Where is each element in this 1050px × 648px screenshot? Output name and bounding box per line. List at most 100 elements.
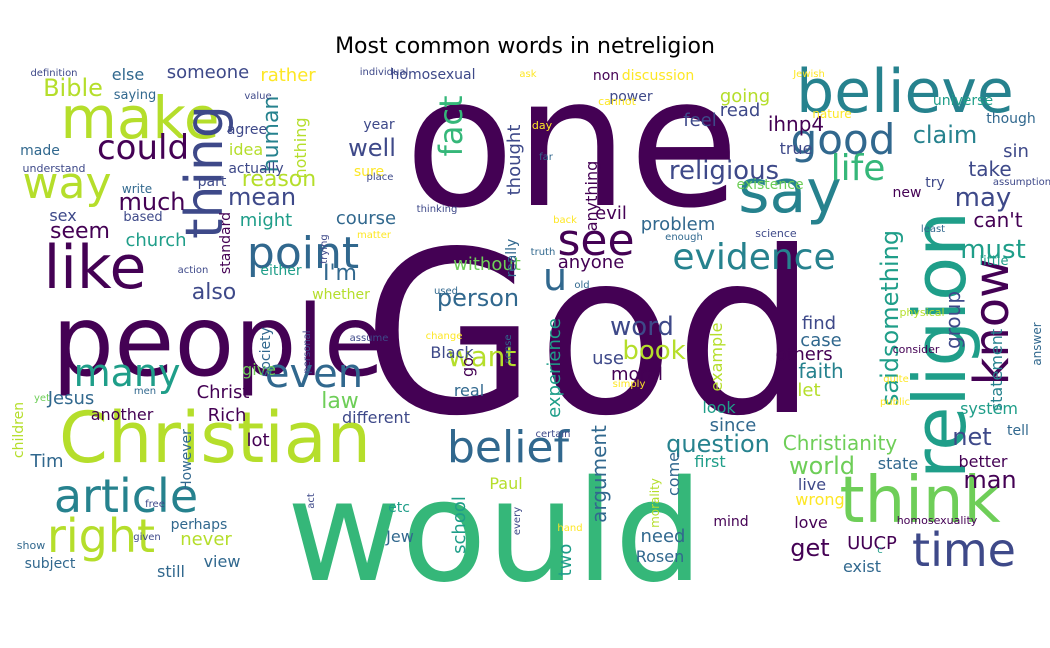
word-existence: existence <box>736 177 803 193</box>
word-subject: subject <box>25 556 76 572</box>
word-group: group <box>941 291 965 349</box>
word-net: net <box>952 423 991 451</box>
word-understand: understand <box>23 162 86 175</box>
word-problem: problem <box>641 214 715 235</box>
word-free: free <box>145 499 165 510</box>
word-uucp: UUCP <box>847 533 897 554</box>
word-moral: moral <box>611 364 663 385</box>
word-rich: Rich <box>208 405 247 426</box>
word-believe: believe <box>796 57 1014 127</box>
word-cannot: cannot <box>598 95 636 108</box>
word-else: else <box>112 65 144 84</box>
word-two: two <box>555 544 576 577</box>
word-standard: standard <box>218 212 234 274</box>
word-state: state <box>878 454 919 473</box>
word-action: action <box>178 265 209 276</box>
word-personal: personal <box>302 330 313 373</box>
word-see: see <box>557 215 634 266</box>
word-c: c <box>877 545 883 556</box>
word-men: men <box>134 386 156 397</box>
word-mean: mean <box>228 183 296 211</box>
word-mind: mind <box>713 514 748 530</box>
word-etc: etc <box>388 500 410 516</box>
word-anyone: anyone <box>558 252 625 273</box>
word-feel: feel <box>683 110 717 131</box>
word-going: going <box>720 86 770 107</box>
word-need: need <box>641 526 686 547</box>
word-one: one <box>405 39 740 248</box>
word-statement: statement <box>987 329 1006 411</box>
word-also: also <box>192 280 237 305</box>
word-homosexuality: homosexuality <box>897 514 978 527</box>
word-others: others <box>775 344 832 365</box>
word-argument: argument <box>587 425 611 523</box>
word-first: first <box>694 452 725 471</box>
word-article: article <box>54 469 198 523</box>
word-jesus: Jesus <box>47 388 95 409</box>
word-given: given <box>133 532 161 543</box>
word-book: book <box>622 336 685 366</box>
word-thought: thought <box>504 125 525 196</box>
word-reason: reason <box>242 167 316 192</box>
word-never: never <box>180 529 232 550</box>
word-evidence: evidence <box>672 237 835 278</box>
word-sense: sense <box>503 334 514 363</box>
word-would: would <box>287 451 704 614</box>
chart-title: Most common words in netreligion <box>335 34 715 59</box>
word-come: come <box>664 452 683 496</box>
word-good: good <box>791 115 896 164</box>
word-someone: someone <box>167 62 250 83</box>
word-different: different <box>342 408 410 427</box>
word-religious: religious <box>669 156 779 186</box>
word-new: new <box>893 185 922 201</box>
word-assume: assume <box>350 333 389 344</box>
word-jew: Jew <box>385 527 414 546</box>
word-jewish: Jewish <box>792 69 825 80</box>
word-religion: religion <box>898 211 982 479</box>
word-church: church <box>125 230 186 251</box>
word-individual: individual <box>360 67 409 78</box>
word-let: let <box>797 380 820 401</box>
word-sure: sure <box>354 164 384 180</box>
word-paul: Paul <box>489 474 522 493</box>
word-man: man <box>963 466 1016 494</box>
word-life: life <box>831 148 886 189</box>
word-fact: fact <box>432 95 470 156</box>
word-yet: yet <box>34 393 50 404</box>
word-live: live <box>798 475 826 494</box>
word-enough: enough <box>665 232 703 243</box>
word-saying: saying <box>114 88 157 103</box>
word-real: real <box>454 381 484 400</box>
word-place: place <box>367 172 394 183</box>
word-human: human <box>259 96 284 173</box>
word-better: better <box>959 452 1008 471</box>
word-read: read <box>720 100 761 121</box>
word-anything: anything <box>582 161 601 232</box>
word-law: law <box>321 389 359 414</box>
word-faith: faith <box>798 359 843 383</box>
word-right: right <box>47 509 155 563</box>
word-perhaps: perhaps <box>171 517 228 533</box>
word-know: know <box>964 259 1020 386</box>
word-universe: universe <box>933 93 993 109</box>
word-truth: truth <box>531 247 556 258</box>
word-assumption: assumption <box>993 177 1050 188</box>
word-without: without <box>453 254 521 275</box>
word-though: though <box>986 111 1036 127</box>
word-least: least <box>921 224 945 235</box>
word-value: value <box>244 91 271 102</box>
word-consider: consider <box>893 343 940 356</box>
word-tim: Tim <box>30 451 64 472</box>
word-year: year <box>363 117 394 133</box>
word-people: people <box>52 285 384 399</box>
word-say: say <box>738 157 842 227</box>
word-really: really <box>504 239 520 278</box>
word-belief: belief <box>447 422 571 473</box>
word-change: change <box>426 331 463 342</box>
word-evil: evil <box>595 203 627 224</box>
word-word: word <box>610 312 674 342</box>
word-used: used <box>434 286 458 297</box>
word-agree: agree <box>227 122 267 138</box>
word-christian: Christian <box>59 397 371 479</box>
